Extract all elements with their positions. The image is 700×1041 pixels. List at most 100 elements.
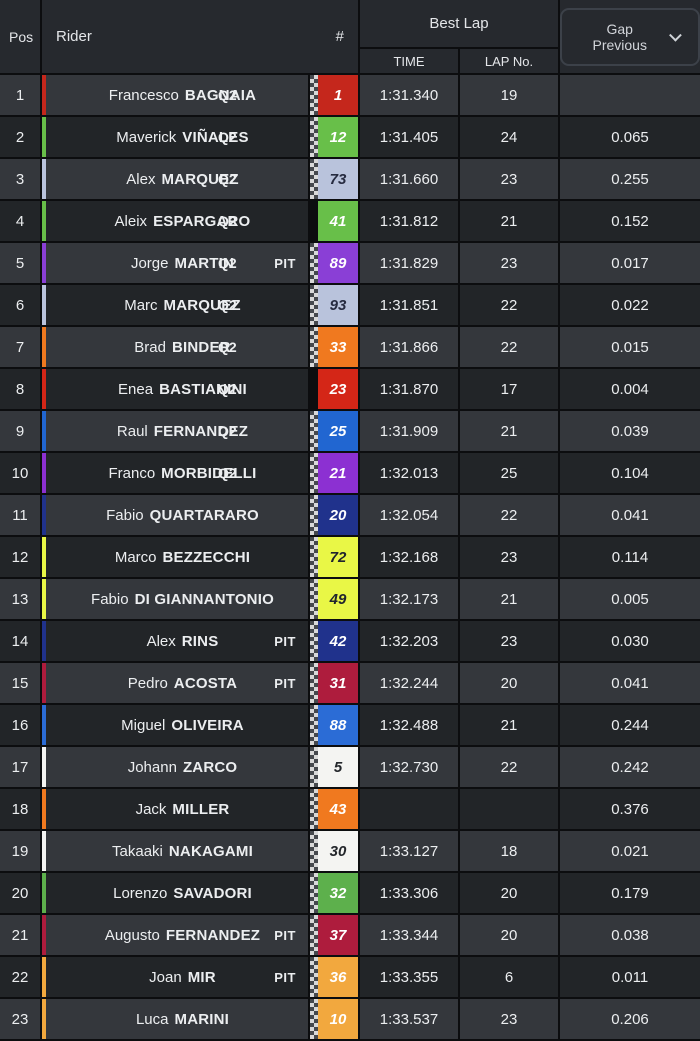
rider-number: 23 [318, 369, 358, 409]
gap-cell: 0.017 [560, 243, 700, 283]
table-row[interactable]: 1 Francesco BAGNAIA Q2 1 1:31.340 19 [0, 75, 700, 115]
table-row[interactable]: 2 Maverick VIÑALES Q2 12 1:31.405 24 0.065 [0, 117, 700, 157]
lap-no-cell: 23 [460, 159, 558, 199]
rider-first-name: Enea [118, 380, 154, 398]
checker-flag-strip [310, 327, 318, 367]
checker-flag-strip [310, 369, 318, 409]
rider-last-name: BEZZECCHI [162, 548, 251, 566]
rider-number: 1 [318, 75, 358, 115]
rider-last-name: FERNANDEZ [165, 926, 261, 944]
rider-last-name: ACOSTA [173, 674, 238, 692]
rider-number: 49 [318, 579, 358, 619]
best-lap-time-cell: 1:31.870 [360, 369, 458, 409]
team-color-stripe [42, 705, 46, 745]
rider-first-name: Aleix [114, 212, 148, 230]
table-row[interactable]: 17 Johann ZARCO 5 1:32.730 22 0.242 [0, 747, 700, 787]
rider-cell: Brad BINDER Q2 [42, 327, 308, 367]
rider-first-name: Miguel [121, 716, 166, 734]
rider-first-name: Franco [108, 464, 156, 482]
rider-first-name: Lorenzo [113, 884, 168, 902]
rider-cell: Enea BASTIANINI Q2 [42, 369, 308, 409]
table-row[interactable]: 12 Marco BEZZECCHI 72 1:32.168 23 0.114 [0, 537, 700, 577]
pit-badge: PIT [274, 969, 296, 985]
gap-cell: 0.244 [560, 705, 700, 745]
rider-number: 72 [318, 537, 358, 577]
table-row[interactable]: 15 Pedro ACOSTA PIT 31 1:32.244 20 0.041 [0, 663, 700, 703]
gap-previous-dropdown[interactable]: Gap Previous [560, 7, 700, 66]
team-color-stripe [42, 873, 46, 913]
gap-cell: 0.152 [560, 201, 700, 241]
table-row[interactable]: 7 Brad BINDER Q2 33 1:31.866 22 0.015 [0, 327, 700, 367]
position-cell: 22 [0, 957, 40, 997]
gap-cell: 0.021 [560, 831, 700, 871]
pit-badge: PIT [274, 927, 296, 943]
rider-last-name: MARQUEZ [161, 170, 239, 188]
checker-flag-strip [310, 999, 318, 1039]
position-cell: 15 [0, 663, 40, 703]
checker-flag-strip [310, 495, 318, 535]
table-row[interactable]: 23 Luca MARINI 10 1:33.537 23 0.206 [0, 999, 700, 1039]
team-color-stripe [42, 201, 46, 241]
team-color-stripe [42, 789, 46, 829]
table-row[interactable]: 16 Miguel OLIVEIRA 88 1:32.488 21 0.244 [0, 705, 700, 745]
table-row[interactable]: 6 Marc MARQUEZ Q2 93 1:31.851 22 0.022 [0, 285, 700, 325]
table-row[interactable]: 18 Jack MILLER 43 0.376 [0, 789, 700, 829]
checker-flag-strip [310, 117, 318, 157]
best-lap-time-cell: 1:32.730 [360, 747, 458, 787]
rider-number: 20 [318, 495, 358, 535]
position-cell: 17 [0, 747, 40, 787]
checker-flag-strip [310, 411, 318, 451]
rider-number: 31 [318, 663, 358, 703]
table-row[interactable]: 5 Jorge MARTIN Q2 PIT 89 1:31.829 23 0.017 [0, 243, 700, 283]
team-color-stripe [42, 747, 46, 787]
checker-flag-strip [310, 663, 318, 703]
gap-cell: 0.179 [560, 873, 700, 913]
rider-cell: Maverick VIÑALES Q2 [42, 117, 308, 157]
table-row[interactable]: 9 Raul FERNANDEZ Q2 25 1:31.909 21 0.039 [0, 411, 700, 451]
best-lap-time-cell: 1:32.013 [360, 453, 458, 493]
position-cell: 5 [0, 243, 40, 283]
checker-flag-strip [310, 705, 318, 745]
table-row[interactable]: 13 Fabio DI GIANNANTONIO 49 1:32.173 21 0.005 [0, 579, 700, 619]
rider-cell: Fabio DI GIANNANTONIO [42, 579, 308, 619]
gap-cell: 0.206 [560, 999, 700, 1039]
table-row[interactable]: 4 Aleix ESPARGARO Q2 41 1:31.812 21 0.152 [0, 201, 700, 241]
table-row[interactable]: 14 Alex RINS PIT 42 1:32.203 23 0.030 [0, 621, 700, 661]
rider-number: 30 [318, 831, 358, 871]
team-color-stripe [42, 453, 46, 493]
rider-number: 10 [318, 999, 358, 1039]
rider-last-name: MIR [187, 968, 216, 986]
chevron-down-icon [669, 28, 682, 42]
table-row[interactable]: 20 Lorenzo SAVADORI 32 1:33.306 20 0.179 [0, 873, 700, 913]
best-lap-time-cell [360, 789, 458, 829]
lap-no-cell: 21 [460, 411, 558, 451]
table-row[interactable]: 19 Takaaki NAKAGAMI 30 1:33.127 18 0.021 [0, 831, 700, 871]
rider-cell: Fabio QUARTARARO [42, 495, 308, 535]
rider-number: 37 [318, 915, 358, 955]
table-row[interactable]: 21 Augusto FERNANDEZ PIT 37 1:33.344 20 0.038 [0, 915, 700, 955]
best-lap-time-cell: 1:31.812 [360, 201, 458, 241]
team-color-stripe [42, 579, 46, 619]
rider-number: 33 [318, 327, 358, 367]
table-row[interactable]: 10 Franco MORBIDELLI Q2 21 1:32.013 25 0.104 [0, 453, 700, 493]
rider-number: 25 [318, 411, 358, 451]
rider-last-name: NAKAGAMI [168, 842, 253, 860]
team-color-stripe [42, 999, 46, 1039]
checker-flag-strip [310, 579, 318, 619]
table-row[interactable]: 3 Alex MARQUEZ Q2 73 1:31.660 23 0.255 [0, 159, 700, 199]
table-row[interactable]: 11 Fabio QUARTARARO 20 1:32.054 22 0.041 [0, 495, 700, 535]
lap-no-cell: 21 [460, 201, 558, 241]
rider-cell: Marc MARQUEZ Q2 [42, 285, 308, 325]
team-color-stripe [42, 621, 46, 661]
position-cell: 3 [0, 159, 40, 199]
rider-last-name: VIÑALES [182, 128, 249, 146]
table-row[interactable]: 8 Enea BASTIANINI Q2 23 1:31.870 17 0.004 [0, 369, 700, 409]
rider-cell: Luca MARINI [42, 999, 308, 1039]
session-badge: Q2 [218, 213, 237, 229]
rider-first-name: Takaaki [112, 842, 163, 860]
lap-no-cell: 24 [460, 117, 558, 157]
best-lap-time-cell: 1:33.355 [360, 957, 458, 997]
table-row[interactable]: 22 Joan MIR PIT 36 1:33.355 6 0.011 [0, 957, 700, 997]
rider-last-name: MARINI [174, 1010, 230, 1028]
session-badge: Q2 [218, 297, 237, 313]
